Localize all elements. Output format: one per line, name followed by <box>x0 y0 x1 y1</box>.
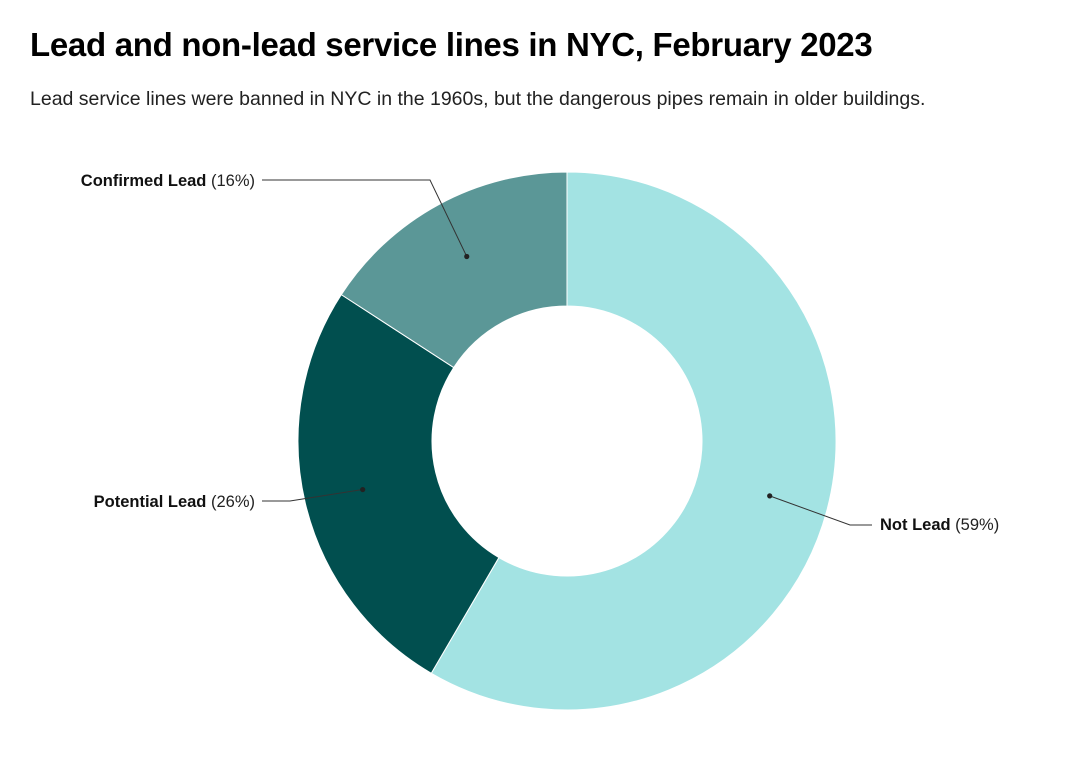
leader-dot-not-lead <box>767 493 773 499</box>
leader-dot-confirmed-lead <box>464 253 470 260</box>
slice-label-name: Confirmed Lead <box>81 172 207 190</box>
slice-potential-lead <box>297 293 500 674</box>
leader-dot-potential-lead <box>360 486 366 493</box>
slice-label-name: Not Lead <box>880 516 951 534</box>
slice-confirmed-lead <box>340 171 568 369</box>
slice-label-percent: (59%) <box>951 516 1000 534</box>
slice-label-percent: (26%) <box>206 493 255 511</box>
leader-line-potential-lead <box>262 489 363 502</box>
chart-subtitle: Lead service lines were banned in NYC in… <box>30 88 926 110</box>
slice-label-percent: (16%) <box>206 172 255 190</box>
slice-label-potential-lead: Potential Lead (26%) <box>94 493 255 511</box>
leader-line-not-lead <box>769 495 872 526</box>
slice-label-not-lead: Not Lead (59%) <box>880 516 999 534</box>
leader-line-confirmed-lead <box>262 179 468 257</box>
slice-not-lead <box>430 171 837 711</box>
chart-title: Lead and non-lead service lines in NYC, … <box>30 26 873 63</box>
slice-label-name: Potential Lead <box>94 493 207 511</box>
slice-label-confirmed-lead: Confirmed Lead (16%) <box>81 172 255 190</box>
